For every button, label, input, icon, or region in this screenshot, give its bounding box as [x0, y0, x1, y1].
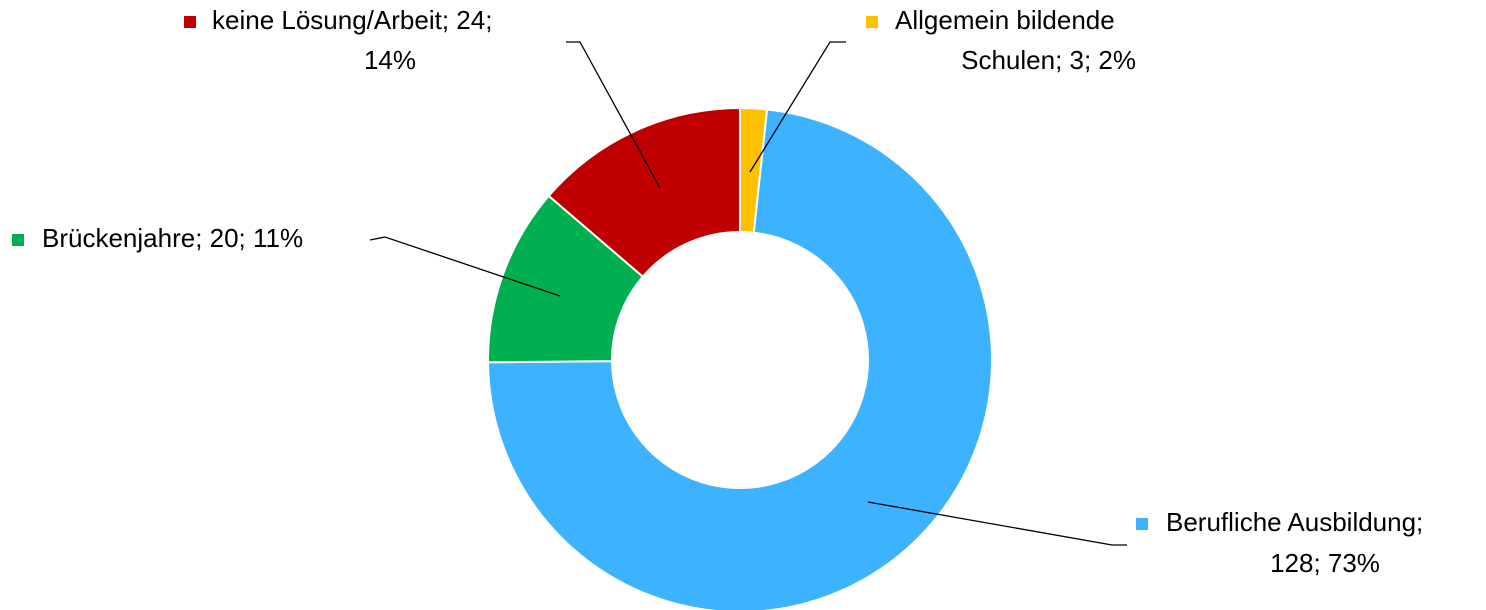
data-label: 128; 73%: [1270, 548, 1380, 578]
leader-line: [867, 501, 1127, 546]
leader-line: [566, 41, 661, 189]
label-marker: [1136, 518, 1148, 530]
data-label: Schulen; 3; 2%: [961, 45, 1136, 75]
leader-line: [749, 41, 846, 173]
leader-line: [369, 236, 561, 297]
donut-slice: [486, 108, 993, 610]
data-label: 14%: [364, 45, 416, 75]
label-marker: [866, 16, 878, 28]
data-label: Brückenjahre; 20; 11%: [42, 223, 303, 253]
label-marker: [184, 16, 196, 28]
donut-slice: [547, 106, 741, 279]
data-label: Berufliche Ausbildung;: [1166, 507, 1423, 537]
data-label: keine Lösung/Arbeit; 24;: [212, 5, 492, 35]
data-label: Allgemein bildende: [895, 5, 1115, 35]
label-marker: [12, 234, 24, 246]
